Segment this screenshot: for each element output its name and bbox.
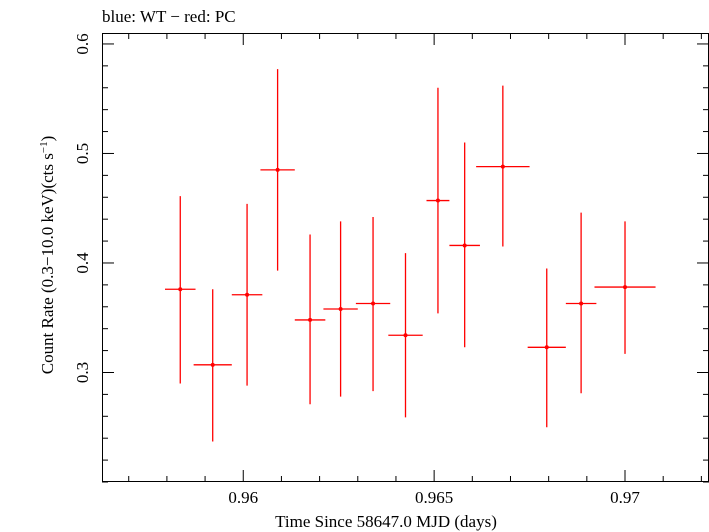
point-marker (308, 317, 313, 322)
data-point (231, 203, 263, 386)
point-marker (579, 301, 584, 306)
x-axis: 0.96 0.965 0.97 (128, 33, 702, 507)
point-marker (544, 345, 549, 350)
data-point (388, 253, 423, 418)
data-point (355, 216, 391, 392)
y-axis-label-close: ) (38, 136, 57, 142)
y-tick-label: 0.3 (73, 362, 92, 383)
data-point (527, 268, 566, 428)
pc-series (164, 69, 656, 442)
data-point (449, 142, 480, 348)
data-point (164, 196, 196, 384)
data-point (294, 234, 326, 405)
data-point (476, 85, 530, 247)
chart-title: blue: WT − red: PC (102, 7, 236, 26)
x-tick-label: 0.965 (415, 488, 453, 507)
data-point (193, 289, 232, 442)
y-axis-label: Count Rate (0.3−10.0 keV)(cts s−1) (38, 136, 57, 375)
data-point (323, 221, 358, 397)
y-tick-label: 0.6 (73, 33, 92, 54)
x-tick-label: 0.96 (228, 488, 258, 507)
y-tick-label: 0.4 (73, 252, 92, 274)
y-axis: 0.3 0.4 0.5 0.6 (73, 33, 709, 483)
point-marker (245, 292, 250, 297)
point-marker (210, 362, 215, 367)
point-marker (403, 333, 408, 338)
point-marker (623, 285, 628, 290)
x-axis-label: Time Since 58647.0 MJD (days) (275, 512, 497, 531)
data-point (260, 69, 295, 271)
point-marker (462, 243, 467, 248)
point-marker (275, 167, 280, 172)
data-point (594, 221, 656, 354)
y-tick-label: 0.5 (73, 143, 92, 164)
point-marker (338, 306, 343, 311)
y-axis-label-superscript: −1 (38, 141, 50, 153)
point-marker (500, 164, 505, 169)
point-marker (178, 287, 183, 292)
data-point (426, 87, 450, 314)
point-marker (371, 301, 376, 306)
point-marker (435, 198, 440, 203)
data-point (565, 212, 597, 394)
y-axis-label-main: Count Rate (0.3−10.0 keV)(cts s (38, 153, 57, 374)
x-tick-label: 0.97 (610, 488, 640, 507)
